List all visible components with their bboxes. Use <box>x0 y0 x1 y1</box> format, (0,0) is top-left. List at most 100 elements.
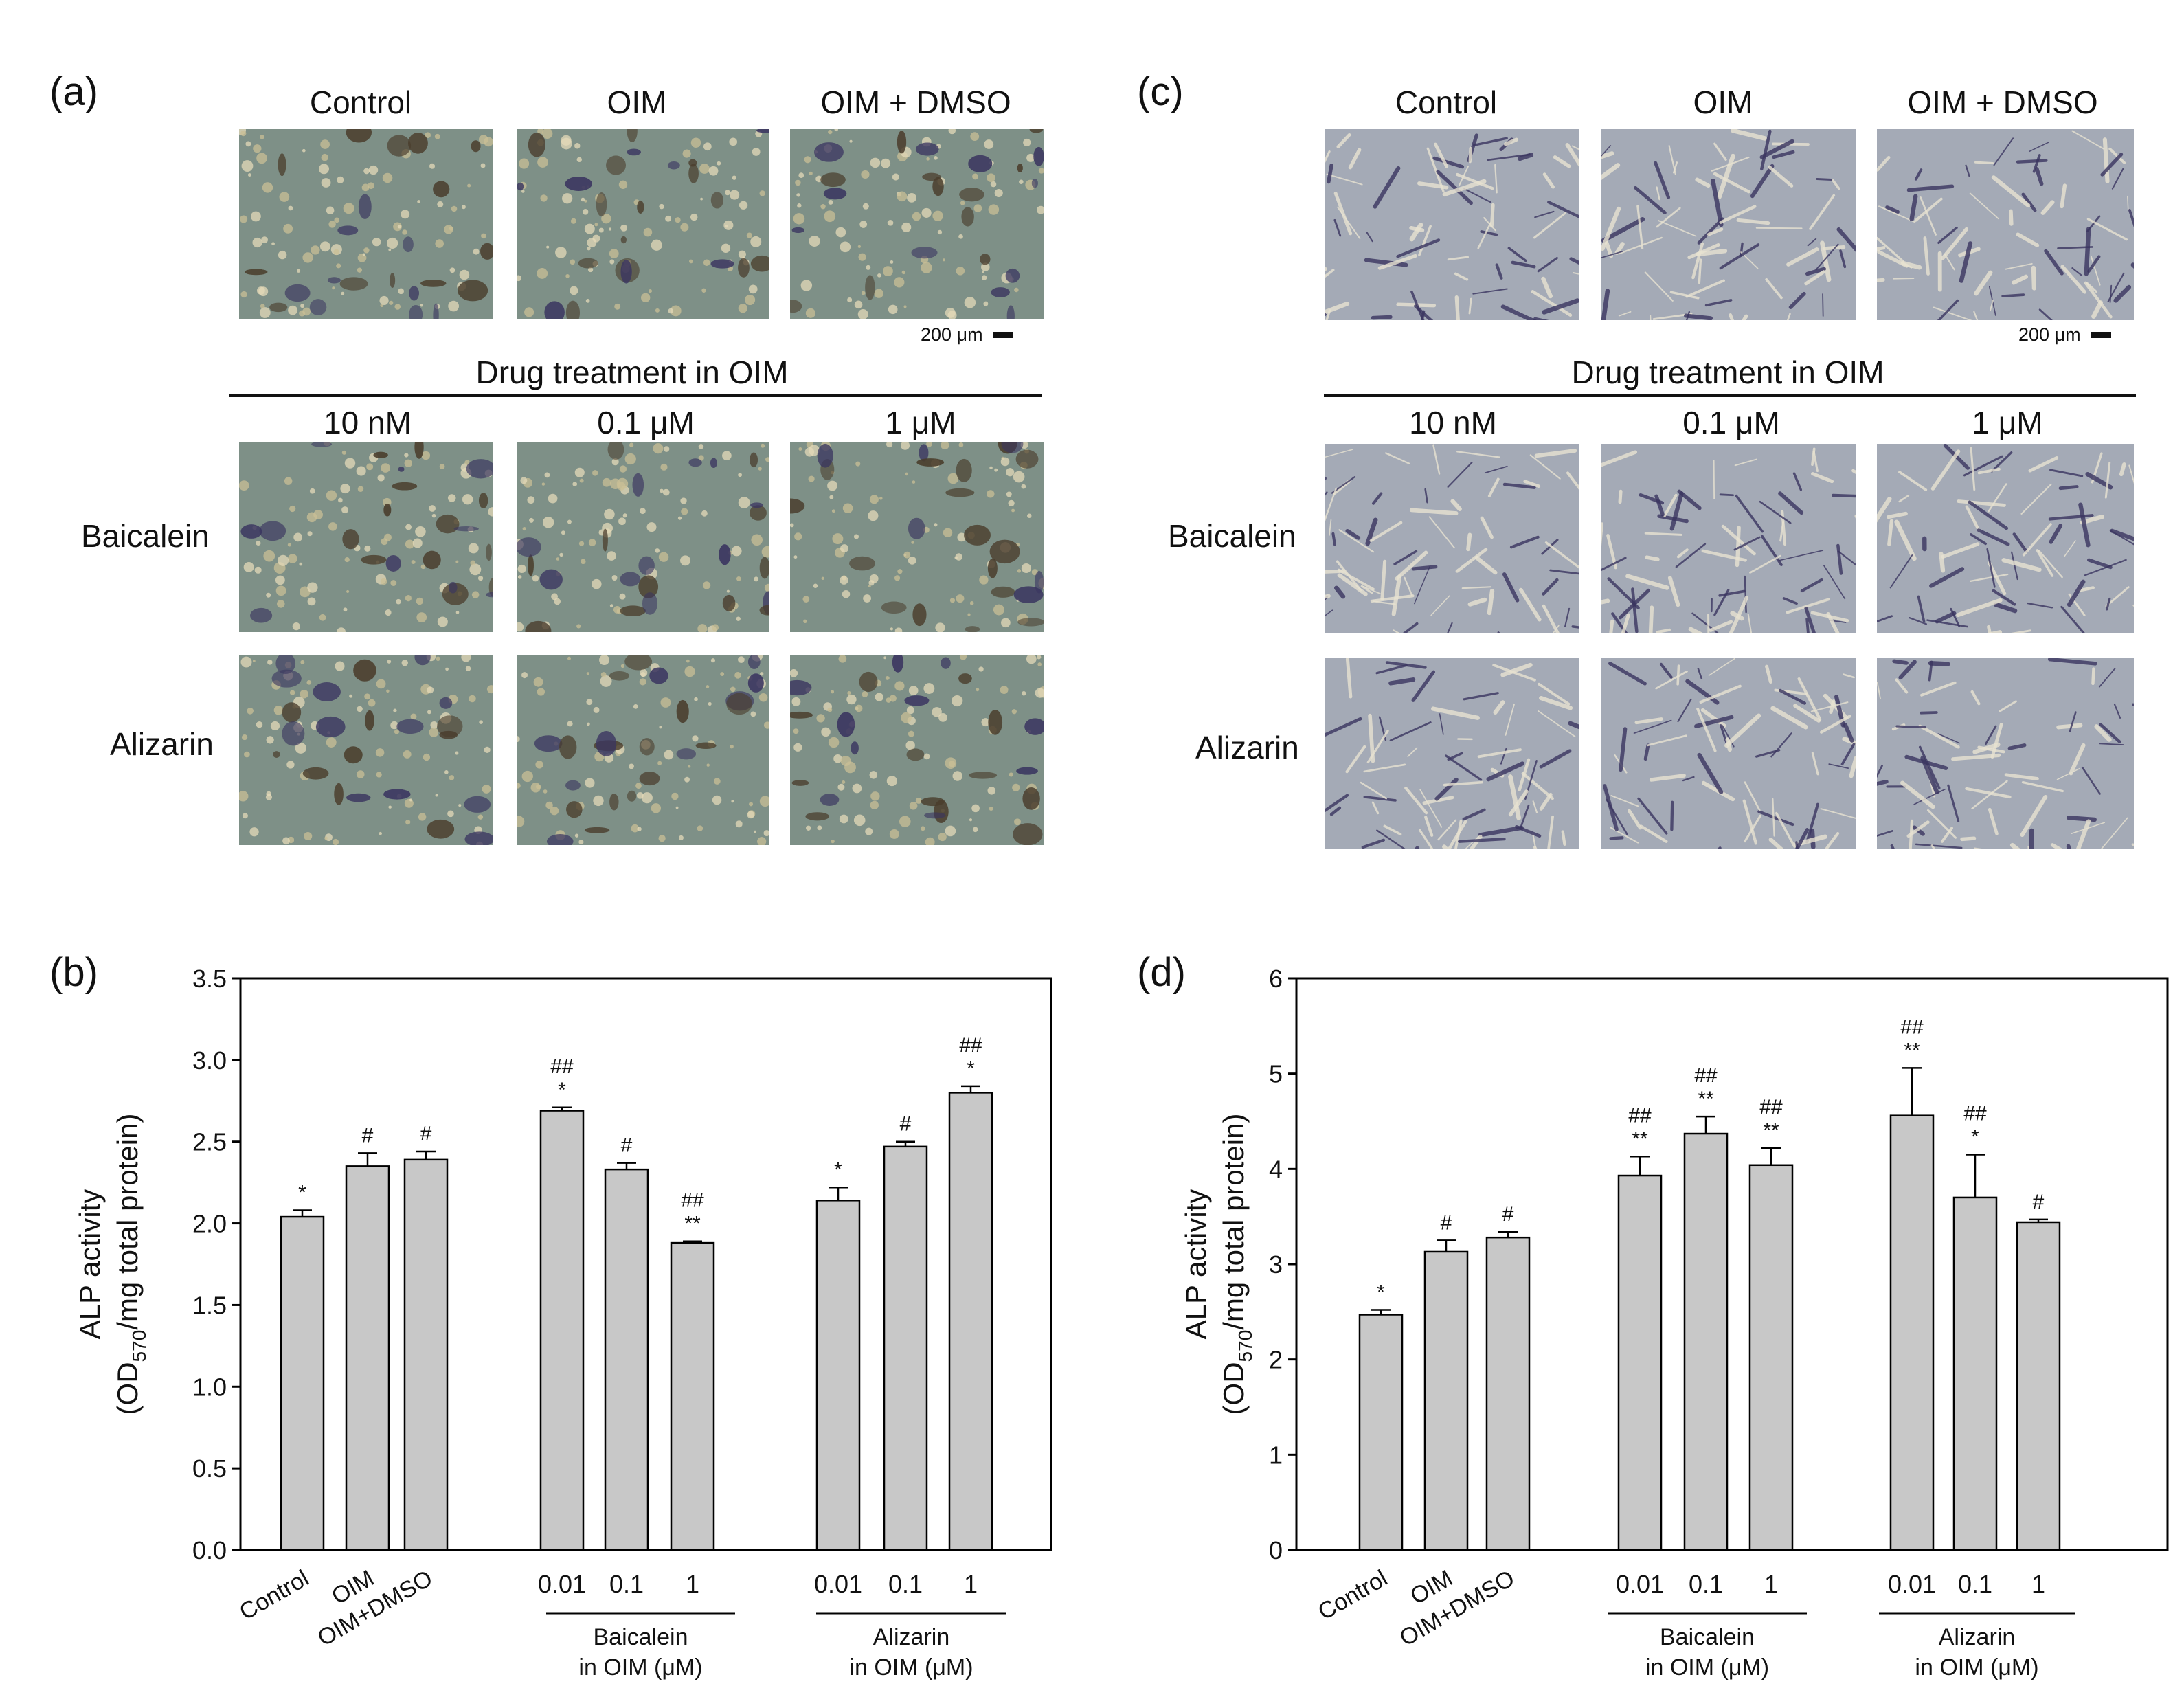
y-tick-label: 3.5 <box>192 965 227 993</box>
scale-bar-a: 200 μm <box>921 324 1013 346</box>
micrograph-texture <box>1601 658 1856 849</box>
y-axis-label-line1: ALP activity <box>1180 1189 1212 1340</box>
bar <box>1748 1164 1794 1551</box>
header-divider-c <box>1324 394 2136 397</box>
bar <box>948 1092 993 1551</box>
y-tick-label: 1.5 <box>192 1291 227 1319</box>
y-tick-label: 3 <box>1269 1250 1283 1279</box>
row-label-alizarin-a: Alizarin <box>110 726 214 762</box>
micrograph-a-alizarin-1um <box>790 655 1044 845</box>
micrograph-texture <box>1601 444 1856 633</box>
col-label-oim-a: OIM <box>607 85 667 120</box>
micrograph-texture <box>1325 658 1579 849</box>
x-tick-label: OIM+DMSO <box>1395 1565 1519 1652</box>
y-axis-label-line2: (OD570/mg total protein) <box>111 1114 150 1415</box>
micrograph-a-alizarin-10nm <box>239 655 493 845</box>
significance-marker: ** <box>1698 1088 1714 1110</box>
x-tick-label: 0.01 <box>1616 1570 1664 1598</box>
significance-marker: ## <box>681 1189 704 1212</box>
y-axis-label-line1: ALP activity <box>74 1189 106 1340</box>
significance-marker: * <box>1377 1281 1385 1304</box>
alp-activity-chart-b: ALP activity (OD570/mg total protein) 0.… <box>74 965 1052 1681</box>
group-label-line2: in OIM (μM) <box>578 1654 702 1681</box>
bar <box>345 1165 390 1551</box>
group-label-line1: Alizarin <box>1939 1624 2015 1650</box>
col-label-oim-c: OIM <box>1693 85 1753 120</box>
bar <box>280 1215 325 1551</box>
significance-marker: # <box>1441 1211 1452 1234</box>
bar <box>403 1158 449 1551</box>
significance-marker: * <box>558 1079 566 1101</box>
significance-marker: * <box>298 1182 306 1204</box>
significance-marker: ## <box>1963 1103 1987 1125</box>
micrograph-c-alizarin-1um <box>1877 658 2134 849</box>
micrograph-c-alizarin-10nm <box>1325 658 1579 849</box>
group-label-line1: Baicalein <box>1660 1624 1755 1650</box>
y-tick-label: 2.5 <box>192 1128 227 1156</box>
bar <box>539 1110 585 1551</box>
bar <box>1952 1196 1998 1551</box>
micrograph-a-oim <box>517 129 769 319</box>
micrograph-a-oim-dmso <box>790 129 1044 319</box>
group-label-line1: Baicalein <box>594 1624 688 1650</box>
bar <box>1889 1114 1935 1551</box>
conc-label-1um-a: 1 μM <box>885 405 956 440</box>
micrograph-texture <box>517 442 769 632</box>
micrograph-texture <box>1877 129 2134 320</box>
y-axis-label-line2: (OD570/mg total protein) <box>1217 1114 1256 1415</box>
micrograph-a-baicalein-1um <box>790 442 1044 632</box>
bar <box>670 1241 715 1551</box>
x-tick-label: OIM+DMSO <box>313 1565 437 1652</box>
micrograph-texture <box>1877 444 2134 633</box>
micrograph-texture <box>790 442 1044 632</box>
y-tick-label: 4 <box>1269 1155 1283 1183</box>
panel-label-a: (a) <box>49 69 98 114</box>
y-tick-label: 2 <box>1269 1346 1283 1374</box>
bar <box>1617 1174 1663 1551</box>
micrograph-c-baicalein-10nm <box>1325 444 1579 633</box>
micrograph-texture <box>239 442 493 632</box>
micrograph-c-baicalein-1um <box>1877 444 2134 633</box>
y-tick-label: 3.0 <box>192 1046 227 1075</box>
micrograph-a-alizarin-01um <box>517 655 769 845</box>
bar <box>2016 1221 2061 1551</box>
y-tick-label: 0 <box>1269 1536 1283 1564</box>
significance-marker: ## <box>550 1055 574 1078</box>
significance-marker: # <box>2033 1191 2045 1213</box>
micrograph-c-oim-dmso <box>1877 129 2134 320</box>
micrograph-texture <box>1325 129 1579 320</box>
scale-bar-icon <box>992 332 1013 338</box>
x-tick-label: 0.1 <box>609 1570 644 1598</box>
panel-label-d: (d) <box>1137 950 1186 995</box>
significance-marker: ## <box>1900 1015 1924 1038</box>
panel-label-b: (b) <box>49 950 98 995</box>
significance-marker: * <box>967 1057 975 1080</box>
row-label-alizarin-c: Alizarin <box>1195 730 1299 765</box>
x-tick-label: Control <box>235 1565 313 1626</box>
scale-bar-label: 200 μm <box>921 324 983 345</box>
drug-treatment-header-c: Drug treatment in OIM <box>1571 355 1884 390</box>
y-tick-label: 5 <box>1269 1060 1283 1088</box>
x-tick-label: 0.01 <box>1888 1570 1936 1598</box>
micrograph-texture <box>239 129 493 319</box>
scale-bar-icon <box>2090 332 2111 338</box>
significance-marker: ## <box>1759 1096 1783 1119</box>
significance-marker: ** <box>684 1213 701 1235</box>
bar <box>815 1200 861 1551</box>
group-label-line1: Alizarin <box>873 1624 949 1650</box>
micrograph-c-control <box>1325 129 1579 320</box>
y-tick-label: 1.0 <box>192 1373 227 1401</box>
bar <box>1683 1132 1729 1551</box>
micrograph-a-baicalein-10nm <box>239 442 493 632</box>
significance-marker: ** <box>1632 1127 1648 1150</box>
bar <box>883 1145 928 1551</box>
x-tick-label: 0.1 <box>1958 1570 1992 1598</box>
y-tick-label: 0.0 <box>192 1536 227 1564</box>
x-tick-label: 1 <box>1764 1570 1778 1598</box>
scale-bar-label: 200 μm <box>2018 324 2081 345</box>
bar <box>604 1168 649 1551</box>
x-tick-label: 1 <box>686 1570 699 1598</box>
x-tick-label: Control <box>1314 1565 1392 1626</box>
micrograph-texture <box>517 129 769 319</box>
col-label-control-a: Control <box>309 85 412 120</box>
